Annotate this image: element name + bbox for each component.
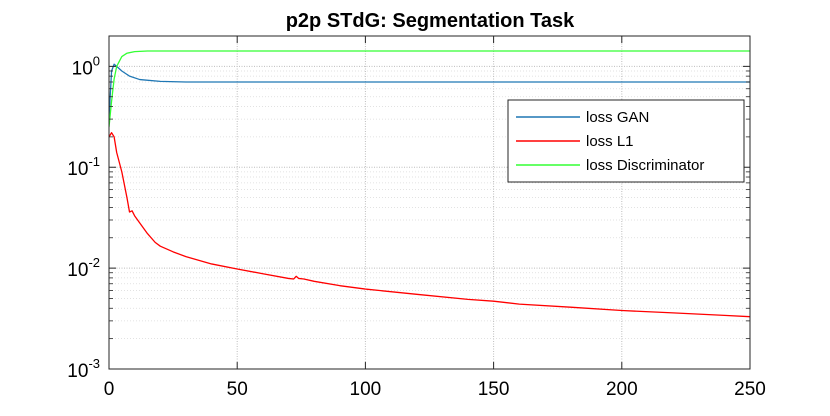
- plot-area-frame: [108, 35, 751, 370]
- chart-title: p2p STdG: Segmentation Task: [286, 10, 575, 32]
- x-tick-label: 200: [606, 379, 638, 400]
- legend-label: loss L1: [586, 133, 634, 150]
- y-tick-label: 10-3: [67, 356, 100, 382]
- x-tick-label: 0: [104, 379, 115, 400]
- grid: [108, 35, 751, 370]
- tick-labels: 10-3 10-2 10-1 100 0 50 100 150 200 250: [67, 53, 766, 400]
- x-tick-label: 50: [227, 379, 248, 400]
- series-layer: [109, 50, 750, 318]
- x-tick-label: 250: [734, 379, 766, 400]
- x-tick-label: 150: [478, 379, 510, 400]
- series-line-loss-l1: [109, 132, 750, 318]
- y-tick-label: 10-1: [67, 154, 100, 180]
- series-line-loss-gan: [109, 63, 750, 120]
- y-tick-label: 10-2: [67, 255, 100, 281]
- legend-label: loss Discriminator: [586, 157, 704, 174]
- y-tick-label: 100: [72, 53, 100, 79]
- tick-marks: [108, 35, 751, 370]
- x-tick-label: 100: [350, 379, 382, 400]
- legend: loss GAN loss L1 loss Discriminator: [507, 99, 745, 183]
- legend-label: loss GAN: [586, 109, 649, 126]
- series-line-loss-discriminator: [109, 50, 750, 128]
